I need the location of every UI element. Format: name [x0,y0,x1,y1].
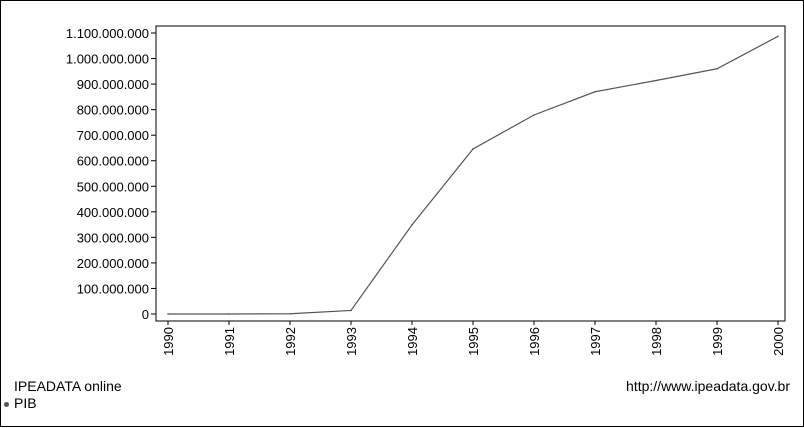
source-url: http://www.ipeadata.gov.br [626,378,790,394]
x-tick-label: 1998 [649,327,664,356]
y-tick-label: 200.000.000 [77,256,149,271]
plot-area [155,25,786,322]
series-group [167,35,779,315]
x-tick-label: 1995 [466,327,481,356]
x-tick-label: 2000 [771,327,786,356]
y-tick-label: 500.000.000 [77,179,149,194]
x-tick-label: 1992 [283,327,298,356]
y-tick-label: 400.000.000 [77,205,149,220]
y-tick-label: 1.000.000.000 [66,52,149,67]
y-tick-label: 100.000.000 [77,281,149,296]
x-tick-label: 1990 [161,327,176,356]
data-point [594,90,596,93]
data-point [289,312,291,315]
x-tick-label: 1997 [588,327,603,356]
data-point [472,148,474,150]
data-point [411,224,413,226]
x-tick-label: 1991 [222,327,237,356]
x-tick-label: 1993 [344,327,359,356]
data-point [655,79,657,82]
legend-marker [4,402,9,407]
x-axis: 1990 1991 1992 1993 1994 1995 1996 1997 1998 1999… [161,321,786,356]
y-tick-label: 900.000.000 [77,77,149,92]
y-tick-label: 300.000.000 [77,230,149,245]
x-tick-label: 1999 [710,327,725,356]
y-tick-label: 1.100.000.000 [66,26,149,41]
source-label: IPEADATA online [14,378,122,394]
y-tick-label: 600.000.000 [77,154,149,169]
data-point [167,313,169,315]
y-axis: 0 100.000.000 200.000.000 300.000.000 400.00… [66,26,156,322]
y-tick-label: 700.000.000 [77,128,149,143]
data-point [350,309,352,312]
x-tick-label: 1996 [527,327,542,356]
data-point [716,67,718,70]
data-point [533,114,535,116]
y-tick-label: 800.000.000 [77,103,149,118]
legend-series-label: PIB [14,395,37,411]
x-tick-label: 1994 [405,327,420,356]
y-tick-label: 0 [142,307,149,322]
data-point [777,35,779,38]
data-point [228,313,230,315]
